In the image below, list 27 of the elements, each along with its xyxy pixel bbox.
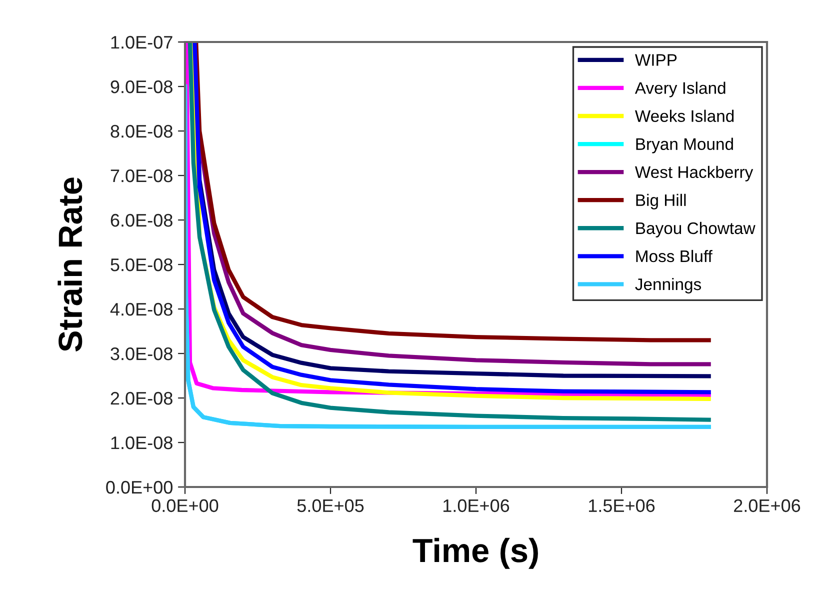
legend-label: Moss Bluff: [636, 250, 712, 262]
y-tick-label: 4.0E-08: [110, 302, 172, 316]
y-tick-label: 2.0E-08: [110, 392, 172, 405]
y-axis-title: Strain Rate: [58, 178, 82, 352]
legend-label: Bryan Mound: [636, 138, 733, 154]
legend-label: Avery Island: [634, 82, 726, 98]
x-tick-label: 1.0E+06: [443, 499, 510, 512]
legend-label: WIPP: [634, 54, 677, 66]
y-tick-label: 7.0E-08: [110, 169, 172, 182]
y-tick-label: 0.0E+00: [106, 480, 172, 494]
y-tick-label: 9.0E-08: [110, 80, 172, 94]
y-tick-label: 1.0E-08: [111, 436, 172, 450]
legend-label: Weeks Island: [634, 110, 734, 122]
legend-label: West Hackberry: [634, 166, 754, 182]
y-tick-label: 5.0E-08: [110, 258, 172, 272]
y-tick-label: 8.0E-08: [110, 124, 172, 138]
x-tick-label: 2.0E+06: [734, 499, 800, 512]
legend-label: Big Hill: [636, 194, 686, 210]
legend-label: Jennings: [635, 278, 702, 294]
y-tick-label: 6.0E-08: [110, 214, 172, 227]
x-tick-label: 1.5E+06: [588, 499, 655, 512]
y-tick-label: 1.0E-07: [111, 36, 172, 49]
legend-label: Bayou Chowtaw: [636, 222, 756, 238]
x-tick-label: 5.0E+05: [297, 499, 364, 512]
y-tick-label: 3.0E-08: [110, 347, 172, 360]
x-axis-title: Time (s): [412, 538, 538, 569]
x-tick-label: 0.0E+00: [152, 499, 218, 512]
